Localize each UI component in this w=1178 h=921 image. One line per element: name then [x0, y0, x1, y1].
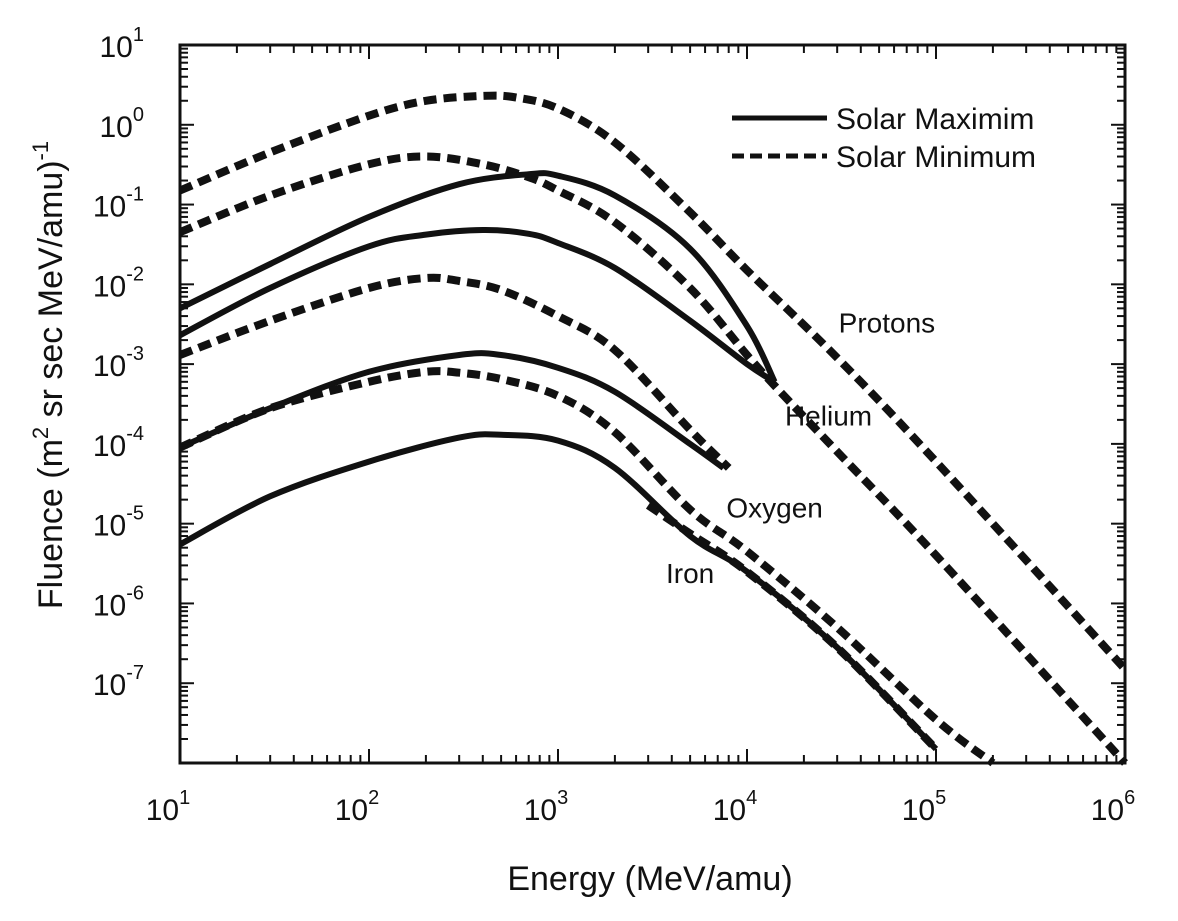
y-tick-exp: -7	[126, 662, 144, 684]
y-tick-label: 10-3	[93, 343, 144, 383]
x-tick-base: 10	[335, 794, 368, 827]
series-3-solid-line	[178, 226, 777, 385]
x-tick-exp: 3	[557, 787, 568, 809]
x-tick-exp: 4	[746, 787, 757, 809]
series-2-solid-line	[178, 170, 778, 384]
x-tick-exp: 1	[179, 787, 190, 809]
y-axis-label-prefix: Fluence (m	[32, 439, 70, 609]
legend-label-solar-max: Solar Maximim	[836, 103, 1034, 136]
y-tick-base: 10	[93, 430, 126, 463]
y-tick-label: 10-4	[93, 423, 144, 463]
y-tick-label: 10-7	[93, 662, 144, 702]
annotation-iron: Iron	[666, 558, 714, 589]
legend-label-solar-min: Solar Minimum	[836, 141, 1036, 174]
x-tick-label: 103	[524, 787, 569, 827]
x-tick-exp: 5	[935, 787, 946, 809]
y-tick-base: 10	[100, 111, 133, 144]
x-tick-base: 10	[524, 794, 557, 827]
series-0-dashed-line	[178, 91, 1128, 672]
x-tick-label: 105	[902, 787, 947, 827]
ticks-layer	[179, 45, 1125, 764]
annotation-protons: Protons	[839, 307, 936, 338]
y-axis-label-sup2: -1	[28, 141, 53, 161]
y-tick-label: 10-1	[93, 184, 144, 224]
curves-layer	[178, 91, 1128, 767]
x-tick-label: 104	[713, 787, 758, 827]
series-4-dashed-line	[178, 273, 732, 471]
annotation-helium: Helium	[785, 401, 872, 432]
y-tick-exp: -6	[126, 582, 144, 604]
series-8-dashed-line	[645, 501, 939, 752]
series-6-dashed-line	[178, 367, 996, 767]
series-1-dashed-line	[178, 152, 1128, 766]
labels-layer: 101 102 103 104 105 10610110010-110-210-310-4…	[93, 24, 1135, 827]
y-tick-exp: -4	[126, 423, 144, 445]
series-7-solid-line	[178, 431, 939, 752]
y-tick-label: 101	[100, 24, 145, 64]
y-tick-exp: -5	[126, 503, 144, 525]
y-tick-base: 10	[93, 510, 126, 543]
plot-frame	[178, 43, 1127, 765]
y-tick-exp: 1	[133, 24, 144, 46]
y-tick-base: 10	[100, 31, 133, 64]
series-5-solid-line	[178, 350, 726, 471]
y-tick-base: 10	[93, 191, 126, 224]
y-tick-label: 10-6	[93, 582, 144, 622]
y-tick-exp: -1	[126, 184, 144, 206]
y-axis-label: Fluence (m2 sr sec MeV/amu)-1	[28, 141, 70, 609]
legend: Solar Maximim Solar Minimum	[732, 103, 1036, 174]
x-tick-base: 10	[1091, 794, 1124, 827]
y-tick-base: 10	[93, 350, 126, 383]
x-axis-label: Energy (MeV/amu)	[507, 860, 792, 898]
annotation-oxygen: Oxygen	[726, 492, 823, 523]
y-tick-base: 10	[93, 270, 126, 303]
y-axis-label-middle: sr sec MeV/amu)	[32, 160, 70, 426]
x-tick-base: 10	[713, 794, 746, 827]
y-tick-label: 10-5	[93, 503, 144, 543]
x-tick-label: 101	[146, 787, 191, 827]
x-tick-base: 10	[146, 794, 179, 827]
x-tick-base: 10	[902, 794, 935, 827]
y-tick-label: 10-2	[93, 263, 144, 303]
y-tick-base: 10	[93, 669, 126, 702]
y-tick-exp: 0	[133, 104, 144, 126]
x-tick-label: 106	[1091, 787, 1136, 827]
y-tick-exp: -3	[126, 343, 144, 365]
x-tick-exp: 2	[368, 787, 379, 809]
y-tick-label: 100	[100, 104, 145, 144]
y-tick-base: 10	[93, 589, 126, 622]
x-tick-label: 102	[335, 787, 380, 827]
y-axis-label-sup1: 2	[28, 427, 53, 439]
x-tick-exp: 6	[1124, 787, 1135, 809]
y-tick-exp: -2	[126, 263, 144, 285]
